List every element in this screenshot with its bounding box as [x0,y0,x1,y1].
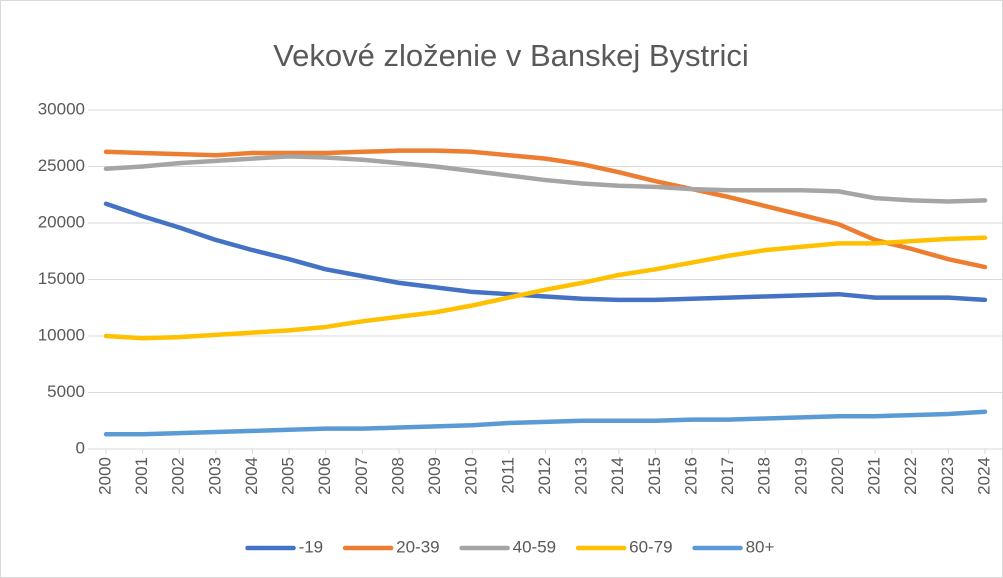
series-line [103,148,988,270]
y-tick-label: 15000 [38,269,85,288]
x-tick-label: 2019 [791,457,810,495]
series-line [103,235,988,341]
y-tick-label: 5000 [47,382,85,401]
x-tick-label: 2021 [865,457,884,495]
y-tick-label: 0 [76,438,85,457]
x-tick-label: 2023 [938,457,957,495]
series-line [103,201,988,303]
legend-label: -19 [299,537,324,556]
legend-label: 80+ [746,537,775,556]
x-tick-label: 2005 [279,457,298,495]
x-tick-label: 2017 [718,457,737,495]
x-tick-label: 2016 [681,457,700,495]
y-tick-label: 10000 [38,325,85,344]
x-tick-label: 2024 [974,457,993,495]
x-tick-label: 2012 [535,457,554,495]
x-tick-label: 2000 [95,457,114,495]
x-tick-label: 2001 [132,457,151,495]
x-tick-label: 2018 [755,457,774,495]
x-tick-label: 2008 [388,457,407,495]
y-tick-label: 30000 [38,99,85,118]
x-tick-label: 2003 [205,457,224,495]
x-tick-label: 2011 [498,457,517,494]
x-tick-label: 2022 [901,457,920,495]
x-tick-label: 2010 [462,457,481,495]
legend-label: 60-79 [629,537,672,556]
series-line [103,409,988,437]
x-tick-label: 2006 [315,457,334,495]
x-tick-label: 2020 [828,457,847,495]
legend-label: 20-39 [396,537,439,556]
series-line [103,154,988,204]
x-tick-label: 2004 [242,457,261,495]
y-tick-label: 20000 [38,212,85,231]
legend-label: 40-59 [513,537,556,556]
y-tick-label: 25000 [38,156,85,175]
x-tick-label: 2002 [169,457,188,495]
x-tick-label: 2007 [352,457,371,495]
x-tick-label: 2009 [425,457,444,495]
chart-title: Vekové zloženie v Banskej Bystrici [273,38,749,73]
x-tick-label: 2015 [645,457,664,495]
x-tick-label: 2013 [572,457,591,495]
x-tick-label: 2014 [608,457,627,495]
